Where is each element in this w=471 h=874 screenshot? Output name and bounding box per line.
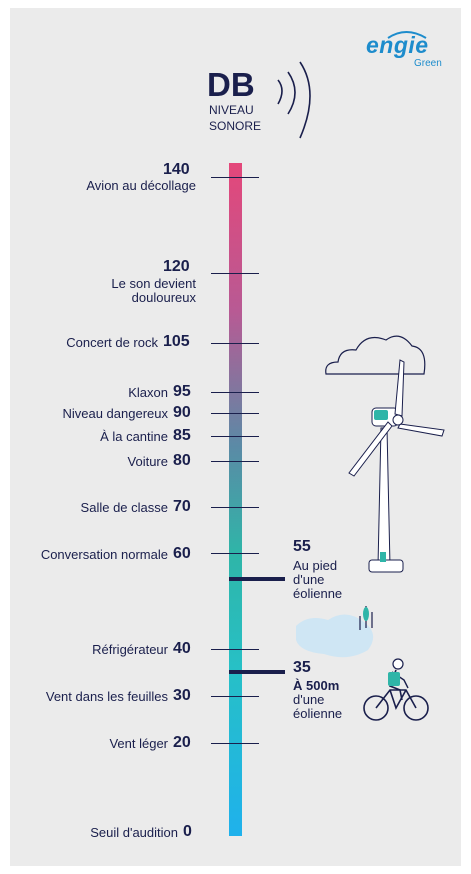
marker-35 xyxy=(229,670,285,674)
level-value: 95 xyxy=(173,383,191,400)
level-label: Klaxon xyxy=(128,385,168,400)
level-label: Salle de classe xyxy=(80,500,168,515)
level-label: Vent léger xyxy=(109,736,168,751)
level-label: Voiture xyxy=(127,454,168,469)
level-label: Seuil d'audition xyxy=(90,825,178,840)
marker-label: d'une xyxy=(293,692,325,707)
unit-title: DB xyxy=(207,66,255,103)
level-value: 40 xyxy=(173,640,191,657)
level-label: Niveau dangereux xyxy=(62,406,168,421)
wind-turbine-icon xyxy=(348,359,445,573)
marker-label: éolienne xyxy=(293,586,343,601)
level-value: 60 xyxy=(173,545,191,562)
tick-80 xyxy=(211,461,259,462)
unit-subtitle-line1: NIVEAU xyxy=(209,103,254,117)
logo-arc-icon xyxy=(387,31,427,39)
sound-waves-icon xyxy=(277,61,311,139)
marker-55 xyxy=(229,577,285,581)
level-value: 140 xyxy=(163,161,190,178)
marker-value: 55 xyxy=(293,538,311,555)
level-value: 20 xyxy=(173,734,191,751)
level-label: Concert de rock xyxy=(66,335,158,350)
cyclist-icon xyxy=(363,658,429,721)
level-label: douloureux xyxy=(131,290,196,305)
level-value: 105 xyxy=(163,333,190,350)
logo-wordmark: engie xyxy=(366,32,429,58)
cloud-icon xyxy=(325,335,426,375)
tick-20 xyxy=(211,743,259,744)
tick-40 xyxy=(211,649,259,650)
level-label: Le son devient xyxy=(111,276,196,291)
level-label: Vent dans les feuilles xyxy=(45,689,168,704)
tick-60 xyxy=(211,553,259,554)
engie-logo: engie Green xyxy=(366,31,446,72)
marker-value: 35 xyxy=(293,659,311,676)
level-value: 90 xyxy=(173,404,191,421)
level-value: 70 xyxy=(173,498,191,515)
tick-85 xyxy=(211,436,259,437)
tick-30 xyxy=(211,696,259,697)
decibel-scale-bar xyxy=(229,163,242,836)
level-label: Réfrigérateur xyxy=(92,642,168,657)
tick-90 xyxy=(211,413,259,414)
level-value: 85 xyxy=(173,427,191,444)
marker-label: éolienne xyxy=(293,706,343,721)
level-label: Avion au décollage xyxy=(86,178,196,193)
level-label: Conversation normale xyxy=(40,547,168,562)
tick-70 xyxy=(211,507,259,508)
tick-140 xyxy=(211,177,259,178)
tick-105 xyxy=(211,343,259,344)
pond-icon xyxy=(296,606,374,658)
level-value: 80 xyxy=(173,452,191,469)
level-label: À la cantine xyxy=(100,429,168,444)
marker-label: Au pied xyxy=(293,558,338,573)
logo-subtitle: Green xyxy=(414,58,442,69)
unit-subtitle-line2: SONORE xyxy=(209,119,262,133)
level-value: 120 xyxy=(163,258,190,275)
marker-label: À 500m xyxy=(293,678,340,693)
tick-120 xyxy=(211,273,259,274)
tick-95 xyxy=(211,392,259,393)
level-value: 0 xyxy=(183,823,192,840)
level-value: 30 xyxy=(173,687,191,704)
marker-label: d'une xyxy=(293,572,325,587)
